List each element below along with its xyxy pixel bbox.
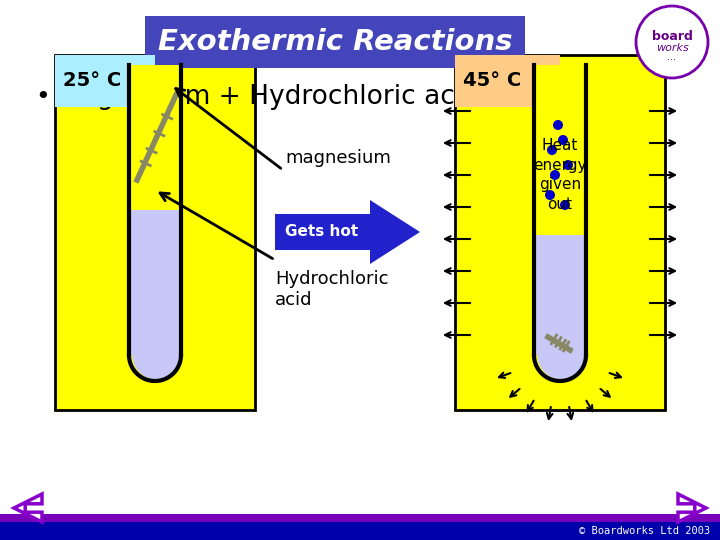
Polygon shape — [133, 355, 181, 379]
Bar — [534, 65, 586, 355]
Text: works: works — [656, 43, 688, 53]
Polygon shape — [275, 200, 420, 264]
Bar — [0, 522, 720, 540]
Circle shape — [563, 160, 573, 170]
Bar — [55, 55, 155, 107]
Bar — [129, 65, 181, 355]
Bar — [536, 235, 584, 355]
Text: 45° C: 45° C — [463, 71, 521, 91]
Circle shape — [550, 170, 560, 180]
Polygon shape — [538, 355, 586, 379]
Bar — [455, 55, 665, 410]
Text: Magnesium + Hydrochloric acid: Magnesium + Hydrochloric acid — [58, 84, 479, 110]
Polygon shape — [14, 494, 42, 522]
Text: 25° C: 25° C — [63, 71, 121, 91]
Bar — [455, 55, 560, 107]
Text: Heat
energy
given
out: Heat energy given out — [534, 138, 587, 212]
Circle shape — [553, 120, 563, 130]
Circle shape — [558, 135, 568, 145]
Text: board: board — [652, 30, 693, 44]
Text: Gets hot: Gets hot — [285, 225, 359, 240]
Bar — [131, 210, 179, 355]
Bar — [55, 55, 255, 410]
Bar — [0, 514, 720, 522]
Text: magnesium: magnesium — [285, 149, 391, 167]
Text: •: • — [35, 85, 50, 109]
Circle shape — [560, 200, 570, 210]
Text: © Boardworks Ltd 2003: © Boardworks Ltd 2003 — [579, 526, 710, 536]
Text: ...: ... — [667, 52, 677, 62]
Circle shape — [547, 145, 557, 155]
Text: Exothermic Reactions: Exothermic Reactions — [158, 28, 513, 56]
Circle shape — [545, 190, 555, 200]
Polygon shape — [678, 494, 706, 522]
Bar — [145, 16, 525, 68]
Circle shape — [636, 6, 708, 78]
Text: Hydrochloric
acid: Hydrochloric acid — [275, 270, 389, 309]
